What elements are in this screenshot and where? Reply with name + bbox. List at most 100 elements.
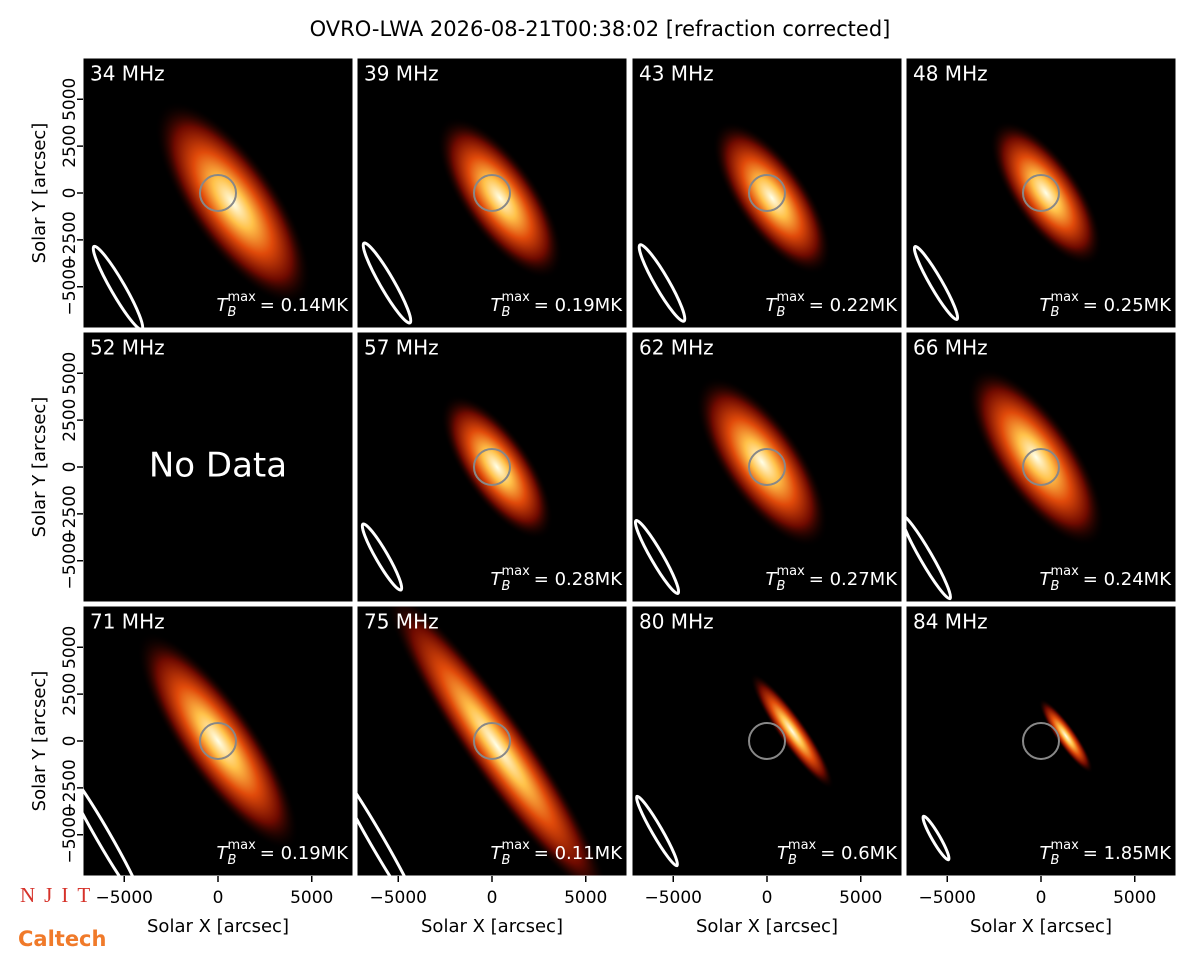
panel: 43 MHz TBmax = 0.22MK [631, 57, 903, 329]
beam [357, 761, 424, 876]
beam [360, 522, 404, 592]
tb-sub: B [788, 853, 797, 868]
solar-disk [199, 722, 237, 760]
tb-symbol: T [491, 843, 504, 864]
y-tick-label: −2500 [60, 211, 80, 269]
x-tick-label: −5000 [644, 888, 702, 908]
image [906, 367, 1105, 601]
y-tick-label: 5000 [60, 352, 80, 395]
tb-value: = 0.11MK [534, 843, 623, 864]
tb-sub: B [228, 305, 237, 320]
image [637, 121, 832, 323]
beam [637, 243, 687, 323]
panel-frame [631, 331, 903, 603]
tb-value: = 0.6MK [820, 843, 898, 864]
frequency-label: 66 MHz [913, 336, 988, 360]
tb-symbol: T [1040, 843, 1053, 864]
solar-disk [748, 448, 786, 486]
caltech-logo: Caltech [18, 927, 106, 951]
tb-sub: B [228, 853, 237, 868]
tb-sub: B [1051, 305, 1060, 320]
emission [1038, 698, 1094, 774]
tb-max-label: TBmax = 0.27MK [766, 564, 899, 594]
x-tick-label: 5000 [1113, 888, 1156, 908]
tb-max-label: TBmax = 0.19MK [217, 838, 350, 868]
emission [712, 121, 832, 275]
tb-symbol: T [777, 843, 790, 864]
tb-symbol: T [491, 295, 504, 316]
frequency-label: 84 MHz [913, 610, 988, 634]
panel: 48 MHz TBmax = 0.25MK [905, 57, 1177, 329]
y-tick-label: 0 [60, 462, 80, 473]
tb-sup: max [501, 564, 530, 579]
beam [906, 513, 953, 601]
image [91, 101, 312, 328]
y-tick-label: −5000 [60, 806, 80, 864]
tb-value: = 0.25MK [1083, 295, 1172, 316]
y-tick-label: 0 [60, 736, 80, 747]
panel: 34 MHz TBmax = 0.14MK −5000−2500 0 2500 5000 So… [29, 57, 354, 329]
emission [750, 673, 834, 789]
y-axis-label: Solar Y [arcsec] [29, 123, 50, 264]
tb-symbol: T [217, 843, 230, 864]
tb-max-label: TBmax = 0.6MK [777, 838, 898, 868]
image [360, 394, 554, 592]
frequency-label: 62 MHz [639, 336, 714, 360]
tb-sup: max [501, 290, 530, 305]
emission [967, 367, 1105, 547]
x-axis-label: Solar X [arcsec] [696, 916, 838, 937]
tb-symbol: T [1040, 295, 1053, 316]
panel-background [906, 606, 1176, 876]
y-tick-label: 2500 [60, 398, 80, 441]
x-tick-label: 5000 [564, 888, 607, 908]
tb-sup: max [227, 838, 256, 853]
panel-frame [356, 57, 628, 329]
tb-sup: max [1050, 838, 1079, 853]
solar-disk [473, 448, 511, 486]
panel: No Data 52 MHz −5000−2500 0 2500 5000 Solar Y … [29, 331, 354, 603]
image: No Data [149, 446, 287, 486]
tb-value: = 1.85MK [1083, 843, 1172, 864]
solar-disk [199, 174, 237, 212]
solar-disk [1022, 174, 1060, 212]
image [633, 376, 829, 595]
x-tick-label: 5000 [839, 888, 882, 908]
x-tick-label: 0 [213, 888, 224, 908]
y-tick-label: −2500 [60, 759, 80, 817]
tb-max-label: TBmax = 0.28MK [491, 564, 624, 594]
panel: 39 MHz TBmax = 0.19MK [356, 57, 628, 329]
y-tick-label: 5000 [60, 78, 80, 121]
y-tick-label: 5000 [60, 626, 80, 669]
frequency-label: 34 MHz [90, 62, 165, 86]
tb-symbol: T [217, 295, 230, 316]
frequency-label: 75 MHz [364, 610, 439, 634]
tb-sup: max [776, 290, 805, 305]
tb-max-label: TBmax = 0.14MK [217, 290, 350, 320]
solar-disk [473, 722, 511, 760]
panel: 66 MHz TBmax = 0.24MK [905, 331, 1177, 603]
tb-sub: B [777, 305, 786, 320]
x-axis-label: Solar X [arcsec] [970, 916, 1112, 937]
y-tick-label: −2500 [60, 485, 80, 543]
panel: 57 MHz TBmax = 0.28MK [356, 331, 628, 603]
image [921, 698, 1094, 862]
frequency-label: 80 MHz [639, 610, 714, 634]
image [83, 632, 299, 876]
emission [440, 394, 554, 540]
image [635, 673, 834, 868]
beam [91, 244, 145, 328]
emission [695, 376, 829, 548]
emission [437, 117, 563, 279]
tb-sup: max [227, 290, 256, 305]
frequency-label: 48 MHz [913, 62, 988, 86]
no-data-label: No Data [149, 446, 287, 486]
x-tick-label: 0 [762, 888, 773, 908]
tb-sub: B [1051, 579, 1060, 594]
tb-sub: B [502, 579, 511, 594]
panel-frame [631, 57, 903, 329]
tb-value: = 0.19MK [260, 843, 349, 864]
